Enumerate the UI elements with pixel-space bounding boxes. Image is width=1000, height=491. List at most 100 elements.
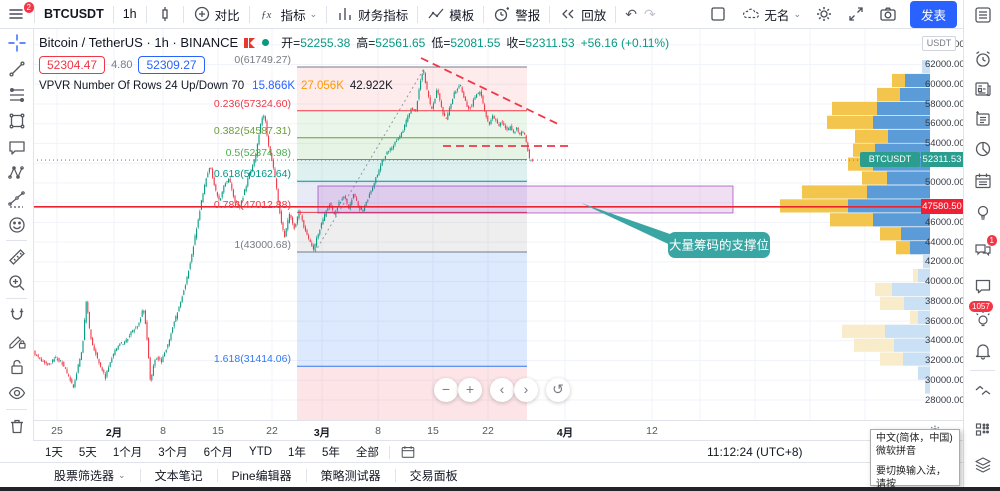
shapes-tool-button[interactable] <box>7 111 27 131</box>
tab-股票筛选器[interactable]: 股票筛选器 ⌄ <box>54 469 126 483</box>
fib-level-label: 0.5(52374.98) <box>225 146 291 159</box>
text-annotation-tool-button[interactable] <box>7 137 27 157</box>
time-tick: 2月 <box>105 427 123 439</box>
tab-文本笔记[interactable]: 文本笔记 <box>154 469 203 483</box>
chart-area[interactable]: 大量筹码的支撑位 USDT 64000.0062000.0060000.0058… <box>33 28 965 441</box>
fib-level-label: 0.618(50162.64) <box>213 168 291 181</box>
time-axis[interactable]: 25 2月 8 15 22 3月 8 15 22 4月 12 <box>33 420 963 441</box>
watchlist-button[interactable] <box>973 5 993 25</box>
price-tick: 34000.00 <box>925 335 965 347</box>
notifications-button[interactable] <box>973 341 993 361</box>
ohlc-item: 高=52561.65 <box>356 36 426 50</box>
range-button[interactable]: 3个月 <box>158 447 188 459</box>
legend-title[interactable]: Bitcoin / TetherUS · 1h · BINANCE <box>39 35 239 50</box>
range-button[interactable]: 5年 <box>321 447 340 459</box>
time-tick: 22 <box>482 425 494 437</box>
price-tick: 40000.00 <box>925 276 965 288</box>
range-button[interactable]: 1个月 <box>112 447 143 459</box>
zoom-in-tool-button[interactable] <box>7 273 27 293</box>
undo-button[interactable]: ↶ <box>625 5 637 22</box>
public-chat-button[interactable] <box>973 276 993 296</box>
order-panel-button[interactable] <box>973 381 993 401</box>
range-button[interactable]: 1年 <box>288 447 306 459</box>
fib-level-label: 0.786(47012.88) <box>213 199 291 212</box>
range-button[interactable]: 1天 <box>45 447 63 459</box>
time-tick: 3月 <box>313 427 331 439</box>
private-chat-button[interactable]: 1 <box>973 235 997 259</box>
indicators-button[interactable]: ƒx 指标 ⌄ <box>252 5 325 24</box>
templates-button[interactable]: 模板 <box>420 5 481 24</box>
redo-button[interactable]: ↷ <box>644 5 656 22</box>
goto-date-calendar-icon[interactable] <box>400 444 416 460</box>
lock-drawings-button[interactable] <box>7 357 27 377</box>
chart-style-button[interactable] <box>149 5 181 23</box>
tab-Pine编辑器[interactable]: Pine编辑器 <box>231 469 292 483</box>
market-status-dot <box>262 39 270 46</box>
server-clock[interactable]: 11:12:24 (UTC+8) <box>707 445 803 459</box>
rewind-icon <box>562 9 574 19</box>
tab-策略测试器[interactable]: 策略测试器 <box>320 469 381 483</box>
zoom-in-button[interactable]: + <box>458 378 482 402</box>
sell-price-button[interactable]: 52304.47 <box>39 56 106 74</box>
xabcd-pattern-tool-button[interactable] <box>7 163 27 183</box>
interval-button[interactable]: 1h <box>122 7 137 21</box>
range-button[interactable]: 6个月 <box>203 447 234 459</box>
tab-交易面板[interactable]: 交易面板 <box>409 469 458 483</box>
drawing-mode-lock-button[interactable] <box>7 331 27 351</box>
calendar-button[interactable] <box>973 171 993 191</box>
zoom-out-button[interactable]: − <box>434 378 458 402</box>
ideas-stream-button[interactable]: 1057 <box>969 301 993 328</box>
fullscreen-button[interactable] <box>840 5 872 23</box>
cloud-layout-button[interactable]: 无名 ⌄ <box>734 5 808 24</box>
financial-indicators-button[interactable]: 财务指标 <box>329 5 415 24</box>
text-notes-button[interactable] <box>973 109 993 129</box>
alerts-button[interactable]: 警报 <box>486 5 547 24</box>
delete-drawings-button[interactable] <box>7 416 27 436</box>
range-button[interactable]: YTD <box>249 446 273 458</box>
alerts-panel-button[interactable] <box>973 49 993 69</box>
range-button[interactable]: 5天 <box>78 447 97 459</box>
scroll-right-button[interactable]: › <box>514 378 538 402</box>
replay-button[interactable]: 回放 <box>552 5 613 24</box>
publish-button[interactable]: 发表 <box>909 0 957 28</box>
snapshot-button[interactable] <box>872 5 904 23</box>
fib-level-label: 0.382(54587.31) <box>213 124 291 137</box>
time-tick: 15 <box>212 425 224 437</box>
indicator-title[interactable]: VPVR Number Of Rows 24 Up/Down 70 <box>39 80 245 92</box>
price-tick: 42000.00 <box>925 256 965 268</box>
time-tick: 4月 <box>556 427 574 439</box>
ime-language-popup: 中文(简体，中国) 微软拼音 要切换输入法，请按 Windows 键+空格键。 <box>870 429 960 490</box>
chart-settings-button[interactable] <box>808 5 840 23</box>
callout-text[interactable]: 大量筹码的支撑位 <box>669 238 769 253</box>
compare-button[interactable]: 对比 <box>186 5 247 24</box>
news-button[interactable] <box>973 79 993 99</box>
ideas-bulb-button[interactable] <box>973 203 993 223</box>
indicator-value: 27.056K <box>301 80 344 92</box>
data-window-button[interactable] <box>973 419 993 439</box>
fib-retracement-tool-button[interactable] <box>7 85 27 105</box>
emoji-tool-button[interactable] <box>7 215 27 235</box>
currency-toggle[interactable]: USDT <box>922 36 956 51</box>
hamburger-menu-button[interactable]: 2 <box>0 2 34 23</box>
trend-line-tool-button[interactable] <box>7 59 27 79</box>
fib-level-label: 0(61749.27) <box>234 54 291 66</box>
buy-price-button[interactable]: 52309.27 <box>138 56 205 74</box>
reset-chart-button[interactable]: ↺ <box>546 378 570 402</box>
ruler-tool-button[interactable] <box>7 247 27 267</box>
pine-ideas-button[interactable] <box>973 139 993 159</box>
crosshair-tool-button[interactable] <box>7 33 27 53</box>
drawing-toolbar <box>0 28 34 462</box>
gear-icon <box>816 7 831 21</box>
object-tree-button[interactable] <box>973 455 993 475</box>
hide-drawings-button[interactable] <box>7 383 27 403</box>
magnet-tool-button[interactable] <box>7 305 27 325</box>
layout-grid-button[interactable] <box>702 5 734 23</box>
projection-tool-button[interactable] <box>7 189 27 209</box>
range-button[interactable]: 全部 <box>355 447 379 459</box>
indicator-value: 15.866K <box>252 80 296 92</box>
chart-template-icon <box>428 8 444 19</box>
date-range-toolbar: 1天 5天 1个月 3个月 6个月 YTD 1年 5年 全部 11:12:24 (UTC+8) <box>33 440 963 463</box>
symbol-button[interactable]: BTCUSDT <box>44 7 104 21</box>
scroll-left-button[interactable]: ‹ <box>490 378 514 402</box>
